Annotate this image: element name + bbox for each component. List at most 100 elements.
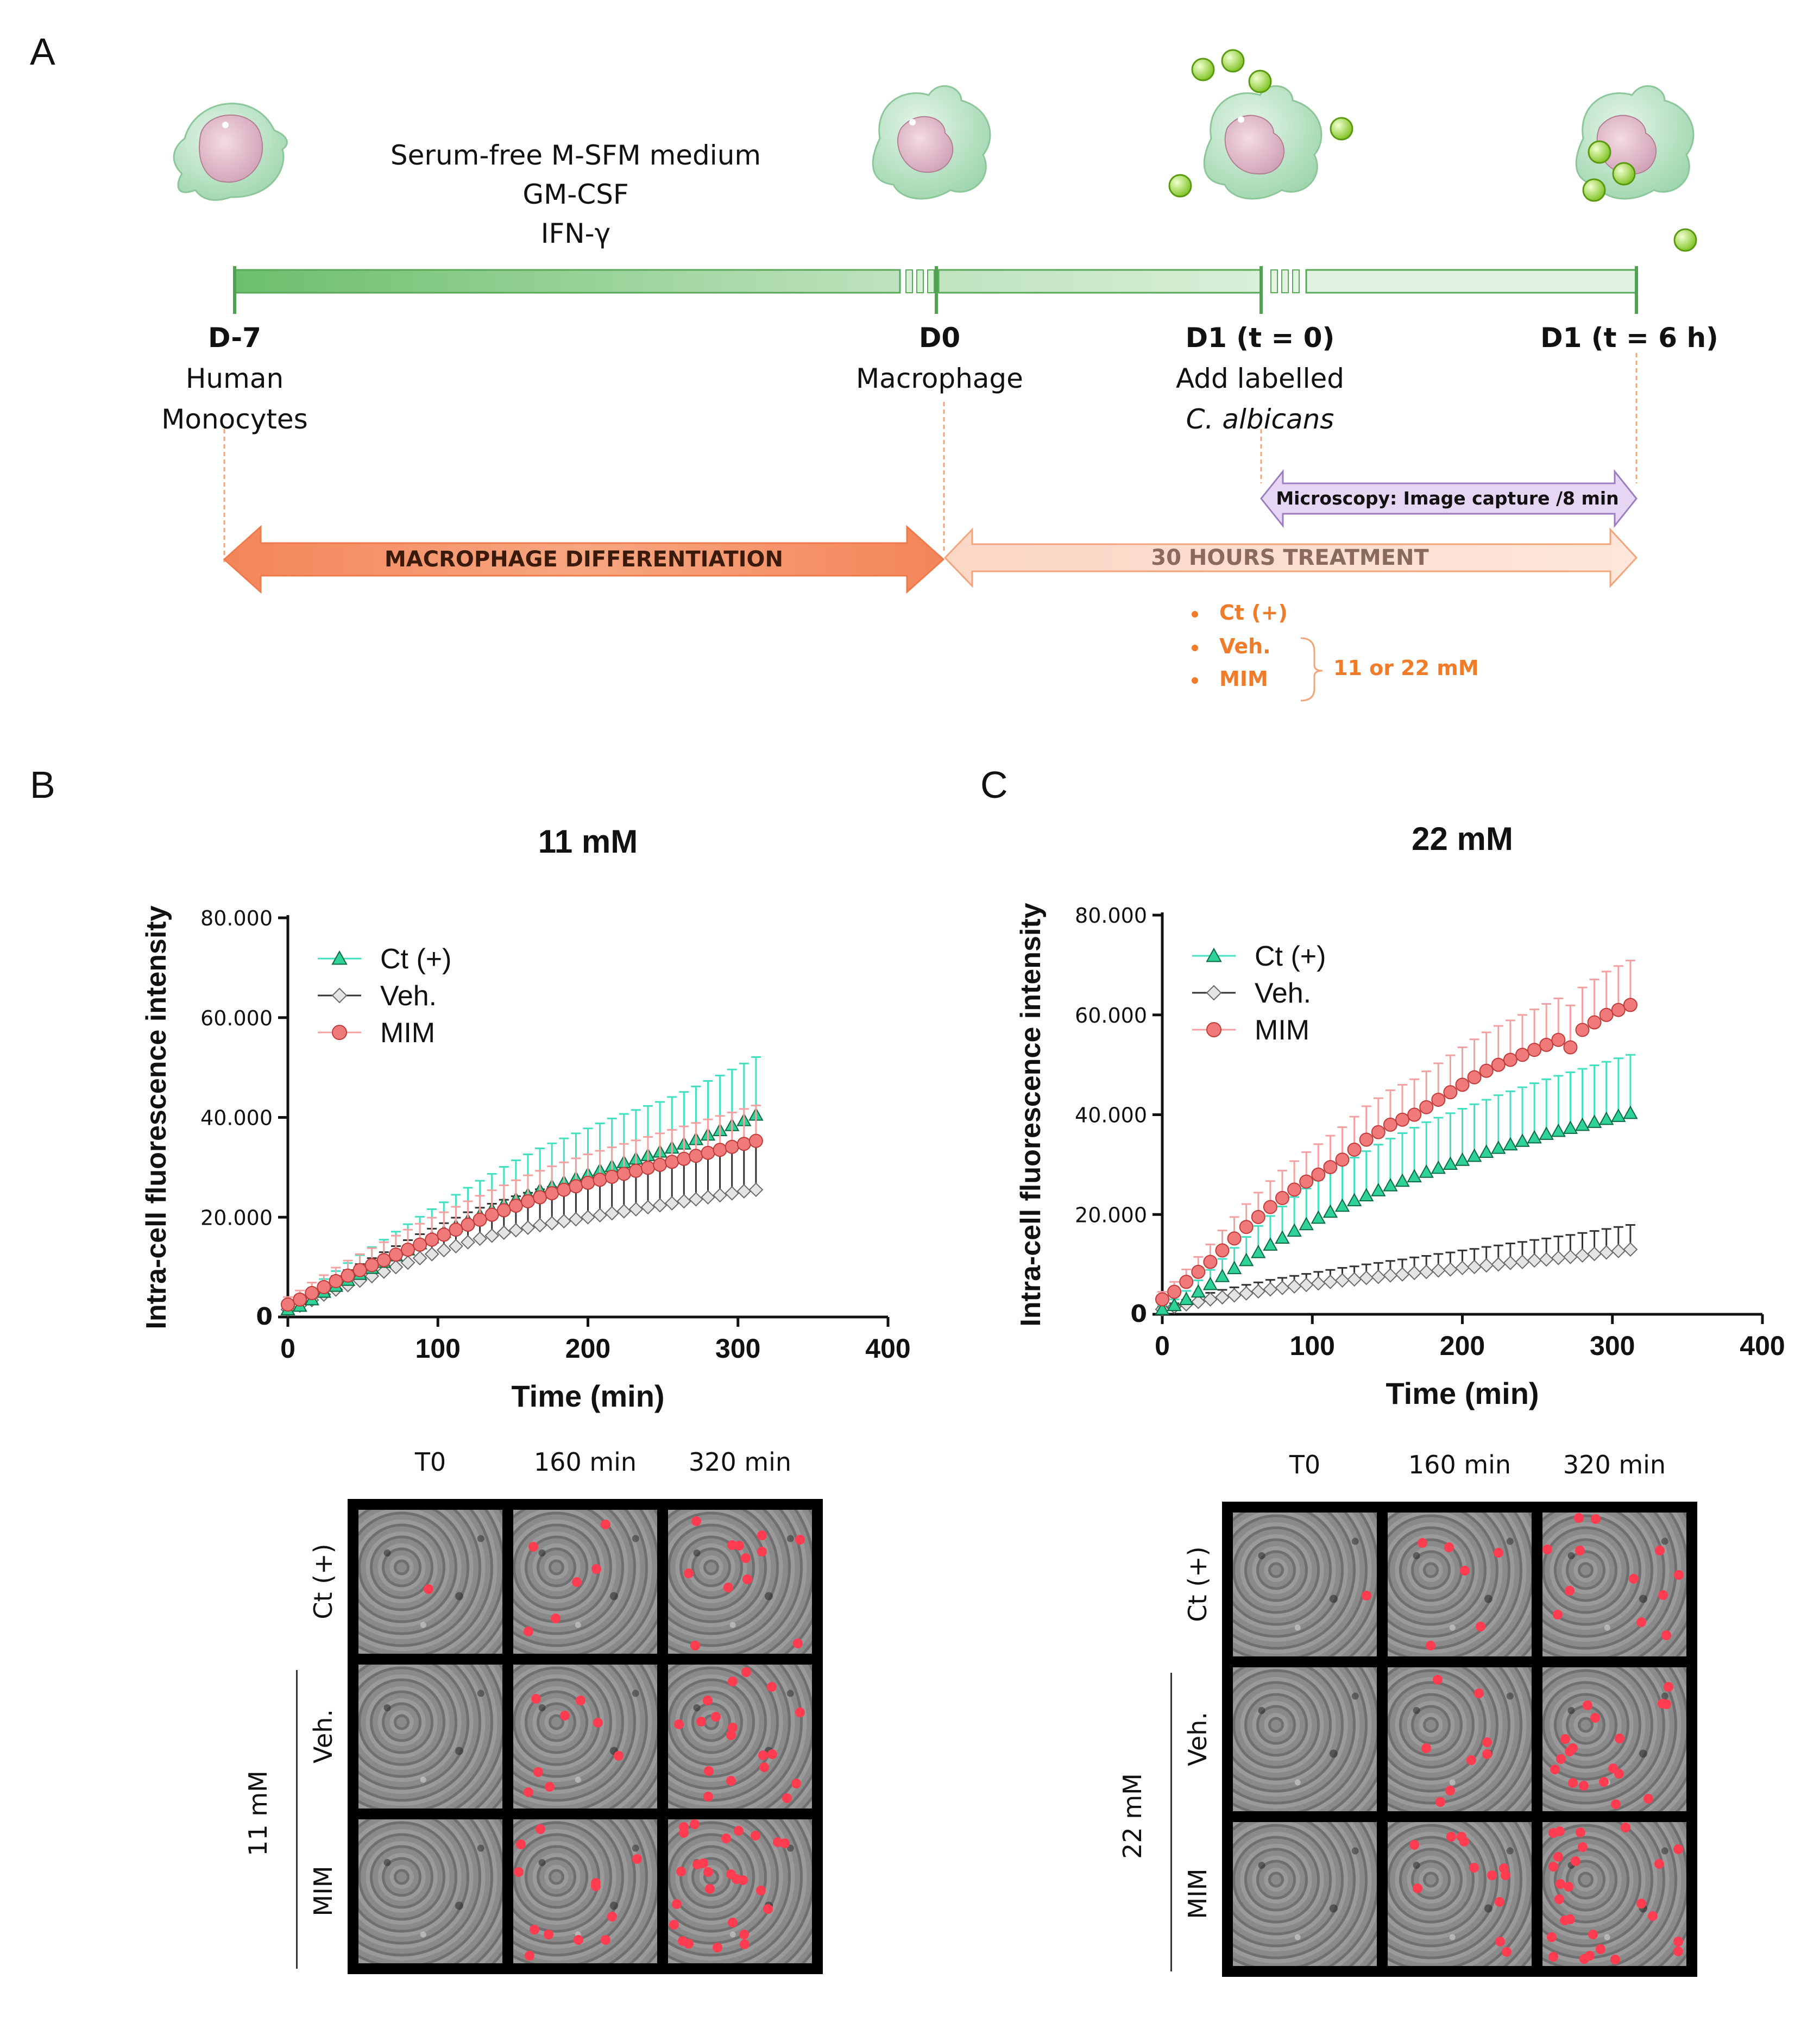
labelled-candida-dot [782,1793,792,1803]
labelled-candida-dot [1556,1754,1566,1764]
data-point [1371,1269,1386,1284]
legend-label: Ct (+) [1255,941,1326,972]
labelled-candida-dot [593,1718,603,1728]
labelled-candida-dot [726,1776,736,1786]
candida-particles [1168,49,1697,252]
data-point [376,1253,391,1268]
data-point [1347,1272,1362,1287]
labelled-candida-dot [674,1719,684,1729]
data-point [1419,1264,1434,1280]
cell-texture [358,1819,502,1963]
column-label: T0 [1289,1450,1321,1479]
phagocytosis-icon [1575,85,1695,200]
data-point [1239,1286,1254,1301]
gmcsf-label: GM-CSF [522,179,629,210]
data-point [437,1227,451,1242]
labelled-candida-dot [1610,1955,1620,1964]
legend-marker [331,987,348,1004]
labelled-candida-dot [1547,1932,1557,1942]
data-point [1623,1105,1638,1119]
labelled-candida-dot [795,1535,805,1545]
data-point [748,1182,764,1198]
labelled-candida-dot [591,1564,601,1574]
data-point [1491,1140,1506,1154]
data-point [1202,1292,1218,1307]
data-point [1407,1169,1422,1183]
cell-texture [513,1819,657,1963]
y-tick-label: 40.000 [1075,1104,1147,1127]
data-point [1359,1132,1374,1147]
timepoint-guides [223,353,1638,562]
y-tick-label: 20.000 [200,1206,273,1230]
data-point [1251,1245,1266,1258]
labelled-candida-dot [1636,1899,1646,1908]
data-point [1611,1003,1626,1017]
conditions-bracket [1300,637,1323,702]
labelled-candida-dot [1548,1862,1558,1872]
labelled-candida-dot [723,1583,733,1592]
data-point [364,1258,379,1272]
data-point [628,1202,644,1217]
row-label: Ct (+) [1183,1546,1212,1622]
data-point [1491,1257,1506,1272]
labelled-candida-dot [1621,1823,1630,1832]
legend-marker [1206,947,1222,962]
data-point [652,1198,667,1213]
labelled-candida-dot [533,1767,543,1777]
labelled-candida-dot [1578,1842,1588,1852]
labelled-candida-dot [572,1577,582,1587]
column-label: T0 [414,1447,446,1477]
data-point [317,1280,331,1294]
data-point [1575,1248,1590,1263]
legend-marker [332,1025,347,1040]
data-point [1443,1085,1458,1100]
labelled-candida-dot [536,1824,545,1834]
labelled-candida-dot [1362,1591,1371,1600]
labelled-candida-dot [1664,1682,1673,1692]
labelled-candida-dot [1445,1786,1455,1795]
cell-texture [358,1665,502,1809]
data-point [1263,1200,1277,1214]
data-point [1299,1174,1314,1189]
labelled-candida-dot [684,1568,694,1578]
x-axis-label: Time (min) [1386,1376,1539,1410]
y-tick-label: 0 [256,1303,273,1331]
labelled-candida-dot [1457,1832,1466,1842]
data-point [1443,1156,1458,1170]
data-point [1383,1117,1397,1132]
labelled-candida-dot [1435,1797,1445,1807]
data-point [713,1188,728,1203]
c-micrograph-grid [1222,1502,1697,1977]
x-tick-label: 300 [715,1333,760,1364]
data-point [1155,1301,1170,1315]
labelled-candida-dot [672,1899,682,1909]
labelled-candida-dot [740,1939,750,1949]
data-point [1275,1280,1290,1295]
data-point [1226,1261,1242,1275]
data-point [1479,1258,1494,1273]
column-label: 160 min [1408,1450,1512,1479]
timeline-bar [233,266,1638,314]
data-point [1467,1070,1482,1085]
x-tick-label: 400 [865,1333,910,1364]
cell-texture [513,1665,657,1809]
y-tick-label: 0 [1130,1300,1147,1328]
data-point [473,1212,487,1227]
labelled-candida-dot [1648,1911,1658,1921]
labelled-candida-dot [1655,1546,1665,1555]
labelled-candida-dot [551,1614,561,1623]
data-point [1611,1243,1626,1258]
series-mim [281,1104,763,1312]
data-point [1575,1023,1590,1037]
labelled-candida-dot [767,1682,777,1692]
medium-label: Serum-free M-SFM medium [390,140,761,171]
labelled-candida-dot [574,1935,583,1945]
labelled-candida-dot [544,1930,553,1939]
x-tick-label: 0 [1155,1331,1170,1361]
labelled-candida-dot [728,1918,738,1927]
data-point [1167,1284,1182,1299]
data-point [616,1203,632,1219]
labelled-candida-dot [684,1939,694,1949]
data-point [1395,1112,1409,1127]
data-point [1275,1230,1290,1244]
